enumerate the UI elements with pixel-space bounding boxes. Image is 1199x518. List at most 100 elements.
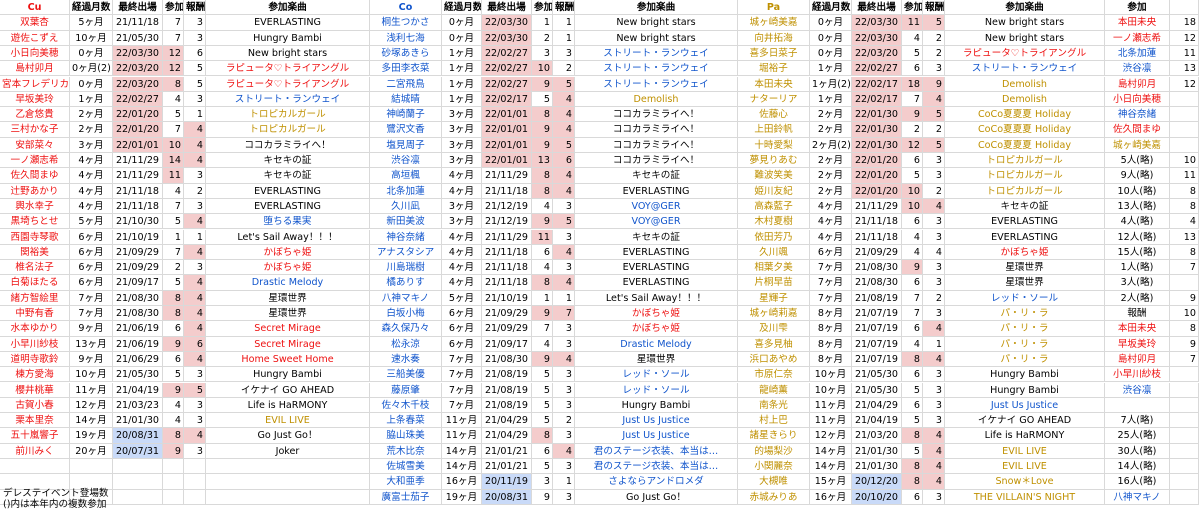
co-idol-name: 松永涼: [370, 336, 442, 352]
cu-reward: 4: [184, 351, 206, 368]
pa-last-date: 22/02/17: [852, 91, 902, 108]
table-row: 椎名法子 6ヶ月 21/09/29 2 3 かぼちゃ姫 川島瑞樹 4ヶ月 21/11/18 4 3 E…: [0, 260, 1199, 276]
co-count: 8: [532, 183, 553, 199]
right-number: 12: [1170, 30, 1199, 46]
co-count: 1: [532, 15, 553, 31]
table-row: 遊佐こずえ 10ヶ月 21/05/30 7 3 Hungry Bambi 浅利七海 0ヶ月 22…: [0, 30, 1199, 46]
co-reward: 3: [553, 229, 575, 245]
co-idol-name: 砂塚あきら: [370, 45, 442, 62]
pa-song: キセキの証: [945, 198, 1105, 215]
table-row: 安部菜々 3ヶ月 22/01/01 10 4 ココカラミライへ！ 塩見周子 3ヶ月 22/01/…: [0, 137, 1199, 153]
pa-count: 5: [902, 443, 923, 459]
co-reward: 3: [553, 489, 575, 505]
right-number: 18: [1170, 15, 1199, 31]
table-row: 佐城雪美 14ヶ月 21/01/21 5 3 君のステージ衣装、本当は… 小関麗奈 14ヶ月 2…: [0, 459, 1199, 475]
cu-empty-cell: [113, 474, 163, 490]
pa-count: 9: [902, 107, 923, 123]
pa-reward: 1: [923, 336, 945, 352]
pa-reward: 4: [923, 351, 945, 368]
cu-count: 5: [163, 367, 184, 383]
co-last-date: 22/01/01: [482, 153, 532, 169]
cu-last-date: 22/02/27: [113, 91, 163, 108]
table-row: 前川みく 20ヶ月 20/07/31 9 3 Joker 荒木比奈 14ヶ月 21/01/21 6…: [0, 443, 1199, 459]
pa-last-date: 22/03/30: [852, 15, 902, 31]
table-row: 早坂美玲 1ヶ月 22/02/27 4 3 ストリート・ランウェイ 結城晴 1ヶ月 22/02/…: [0, 91, 1199, 108]
co-song: ココカラミライへ！: [575, 137, 738, 153]
co-months: 7ヶ月: [442, 397, 482, 414]
pa-count: 18: [902, 76, 923, 92]
pa-song: パ・リ・ラ: [945, 351, 1105, 368]
co-reward: 3: [553, 459, 575, 475]
co-reward: 3: [553, 260, 575, 276]
pa-months: 0ヶ月: [810, 30, 852, 46]
pa-last-date: 21/07/19: [852, 321, 902, 337]
co-reward: 3: [553, 382, 575, 398]
pa-months: 1ヶ月: [810, 91, 852, 108]
right-number: [1170, 397, 1199, 414]
co-count: 1: [532, 290, 553, 306]
cu-count: 8: [163, 428, 184, 444]
co-idol-name: 脇山珠美: [370, 428, 442, 444]
cu-song: トロピカルガール: [206, 122, 370, 138]
co-reward: 1: [553, 15, 575, 31]
co-count: 5: [532, 397, 553, 414]
pa-months: 4ヶ月: [810, 229, 852, 245]
co-song: Just Us Justice: [575, 413, 738, 429]
cu-reward: 5: [184, 61, 206, 77]
co-months: 4ヶ月: [442, 244, 482, 261]
pa-reward: 4: [923, 198, 945, 215]
co-last-date: 21/11/18: [482, 260, 532, 276]
cu-reward: 5: [184, 76, 206, 92]
cu-empty-cell: [70, 489, 113, 505]
table-row: 五十嵐響子 19ヶ月 20/08/31 8 4 Go Just Go！ 脇山珠美 11ヶ月 21…: [0, 428, 1199, 444]
co-reward: 3: [553, 428, 575, 444]
extra-col: 10人(略): [1105, 183, 1170, 199]
header-pa: Pa: [738, 0, 810, 16]
pa-months: 1ヶ月: [810, 61, 852, 77]
extra-col: 小日向美穂: [1105, 91, 1170, 108]
pa-last-date: 22/01/30: [852, 137, 902, 153]
cu-idol-name: 古賀小春: [0, 397, 70, 414]
cu-empty-cell: [163, 459, 184, 475]
pa-song: Life is HaRMONY: [945, 428, 1105, 444]
pa-last-date: 21/11/29: [852, 198, 902, 215]
cu-idol-name: 黒埼ちとせ: [0, 214, 70, 230]
pa-months: 8ヶ月: [810, 336, 852, 352]
pa-song: Demolish: [945, 91, 1105, 108]
pa-idol-name: 向井拓海: [738, 30, 810, 46]
cu-empty-cell: [70, 459, 113, 475]
extra-col: 報酬: [1105, 306, 1170, 322]
cu-count: 9: [163, 382, 184, 398]
pa-song: Hungry Bambi: [945, 382, 1105, 398]
pa-idol-name: 姫川友紀: [738, 183, 810, 199]
table-row: 古賀小春 12ヶ月 21/03/23 4 3 Life is HaRMONY 佐々木千枝 7ヶ…: [0, 397, 1199, 414]
pa-idol-name: 浜口あやめ: [738, 351, 810, 368]
co-last-date: 21/04/29: [482, 413, 532, 429]
cu-reward: 3: [184, 413, 206, 429]
pa-months: 8ヶ月: [810, 321, 852, 337]
pa-months: 1ヶ月(2): [810, 76, 852, 92]
cu-months: 12ヶ月: [70, 397, 113, 414]
extra-col: 7人(略): [1105, 413, 1170, 429]
cu-months: 4ヶ月: [70, 153, 113, 169]
co-song: ストリート・ランウェイ: [575, 45, 738, 62]
header-last: 最終出場: [852, 0, 902, 16]
extra-col: 4人(略): [1105, 214, 1170, 230]
co-idol-name: 白坂小梅: [370, 306, 442, 322]
cu-reward: 3: [184, 168, 206, 184]
co-idol-name: 神崎蘭子: [370, 107, 442, 123]
right-number: [1170, 275, 1199, 291]
co-reward: 2: [553, 413, 575, 429]
cu-last-date: 21/09/17: [113, 275, 163, 291]
cu-idol-name: 櫻井桃華: [0, 382, 70, 398]
pa-song: EVERLASTING: [945, 214, 1105, 230]
co-months: 3ヶ月: [442, 107, 482, 123]
cu-months: 9ヶ月: [70, 351, 113, 368]
extra-col: 9人(略): [1105, 168, 1170, 184]
pa-count: 6: [902, 153, 923, 169]
pa-months: 14ヶ月: [810, 459, 852, 475]
pa-count: 10: [902, 198, 923, 215]
cu-empty-cell: [206, 489, 370, 505]
pa-reward: 4: [923, 459, 945, 475]
cu-idol-name: 乙倉悠貴: [0, 107, 70, 123]
